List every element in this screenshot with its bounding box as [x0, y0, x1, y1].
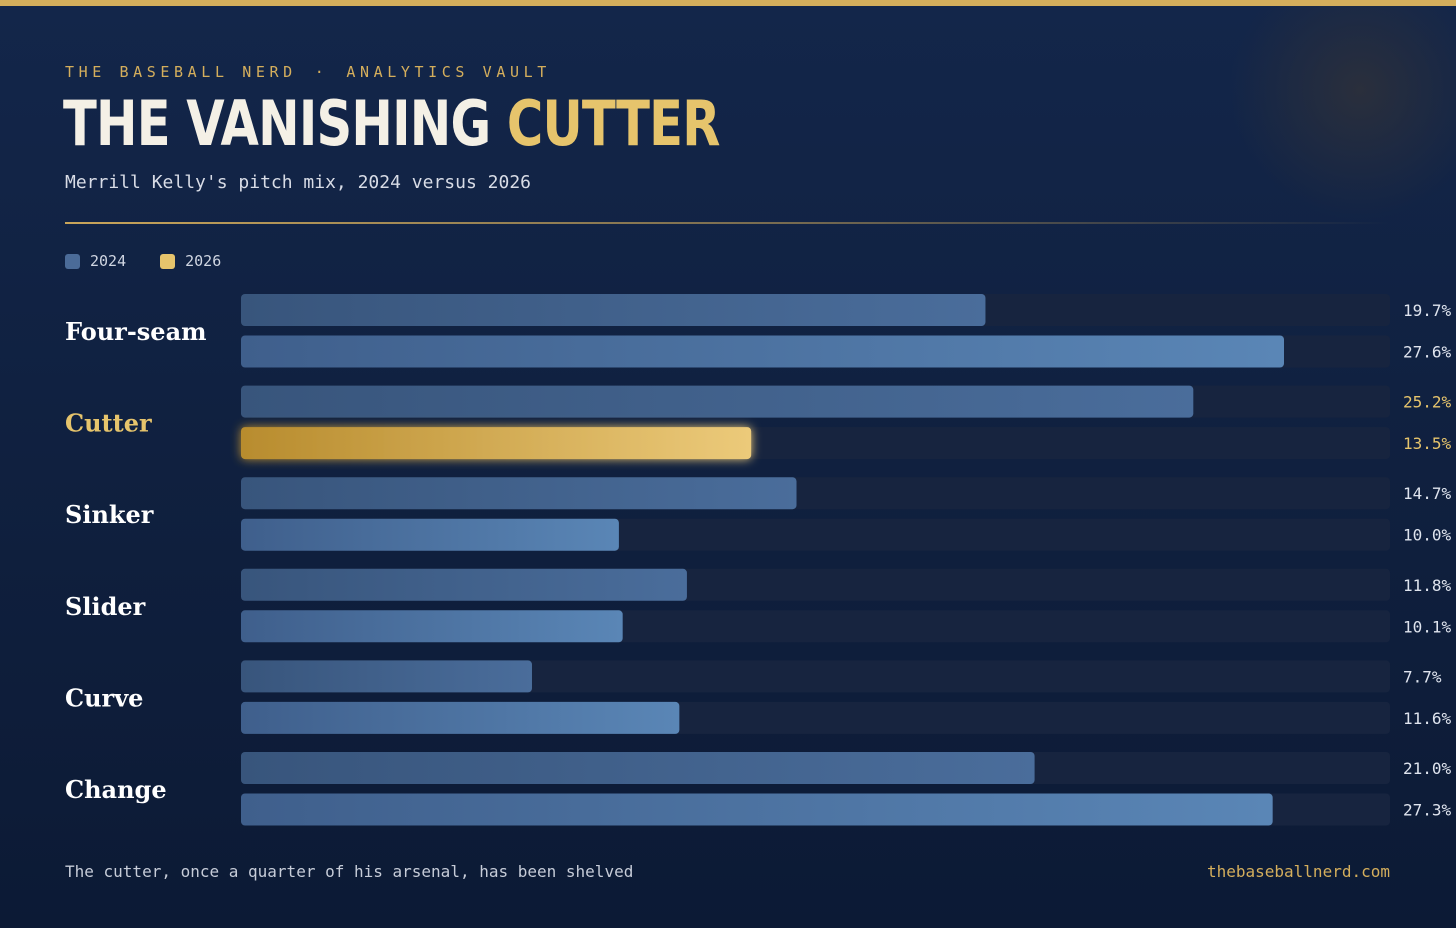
- bar-curve-2024: [241, 660, 532, 693]
- bar-four-seam-2024: [241, 294, 986, 326]
- value-label-curve-2026: 11.6%: [1403, 709, 1452, 728]
- bar-four-seam-2026: [241, 335, 1284, 368]
- bar-change-2024: [241, 752, 1035, 784]
- footer-note: The cutter, once a quarter of his arsena…: [65, 862, 634, 881]
- title-main: THE VANISHING: [63, 87, 507, 160]
- value-label-curve-2024: 7.7%: [1403, 667, 1442, 686]
- value-label-slider-2026: 10.1%: [1403, 617, 1452, 636]
- value-label-four-seam-2026: 27.6%: [1403, 343, 1452, 362]
- bar-change-2026: [241, 793, 1273, 826]
- category-label-curve: Curve: [65, 683, 143, 712]
- legend-label-2026: 2026: [185, 252, 222, 270]
- bar-cutter-2026: [241, 427, 752, 460]
- value-label-change-2026: 27.3%: [1403, 801, 1452, 820]
- bar-slider-2026: [241, 610, 623, 643]
- bar-slider-2024: [241, 568, 687, 601]
- value-label-cutter-2026: 13.5%: [1403, 434, 1452, 453]
- title-accent: CUTTER: [506, 87, 721, 160]
- kicker-brand: THE BASEBALL NERD: [65, 63, 297, 81]
- value-label-sinker-2024: 14.7%: [1403, 484, 1452, 503]
- category-label-slider: Slider: [65, 592, 146, 621]
- bar-cutter-2024: [241, 385, 1194, 418]
- value-label-change-2024: 21.0%: [1403, 759, 1452, 778]
- category-label-four-seam: Four-seam: [65, 317, 207, 346]
- kicker: THE BASEBALL NERD · ANALYTICS VAULT: [65, 63, 551, 81]
- bar-sinker-2026: [241, 518, 619, 551]
- bar-sinker-2024: [241, 477, 797, 510]
- value-label-slider-2024: 11.8%: [1403, 576, 1452, 595]
- value-label-cutter-2024: 25.2%: [1403, 393, 1452, 412]
- legend-swatch-2026: [160, 253, 176, 269]
- value-label-sinker-2026: 10.0%: [1403, 526, 1452, 545]
- category-label-sinker: Sinker: [65, 500, 154, 529]
- legend-item-2026: 2026: [160, 252, 221, 270]
- header-divider: [65, 222, 1390, 224]
- subtitle: Merrill Kelly's pitch mix, 2024 versus 2…: [65, 172, 531, 193]
- legend-label-2024: 2024: [90, 252, 127, 270]
- legend-item-2024: 2024: [65, 252, 126, 270]
- kicker-section: ANALYTICS VAULT: [346, 63, 551, 81]
- category-label-cutter: Cutter: [65, 409, 152, 438]
- legend-swatch-2024: [65, 253, 80, 269]
- top-accent-bar: [0, 0, 1456, 6]
- category-label-change: Change: [65, 775, 167, 804]
- kicker-separator: ·: [314, 63, 329, 81]
- value-label-four-seam-2024: 19.7%: [1403, 301, 1452, 320]
- bar-curve-2026: [241, 701, 680, 734]
- legend: 2024 2026: [65, 252, 255, 270]
- page-title: THE VANISHING CUTTER: [63, 84, 720, 164]
- footer-site-link[interactable]: thebaseballnerd.com: [1206, 862, 1390, 881]
